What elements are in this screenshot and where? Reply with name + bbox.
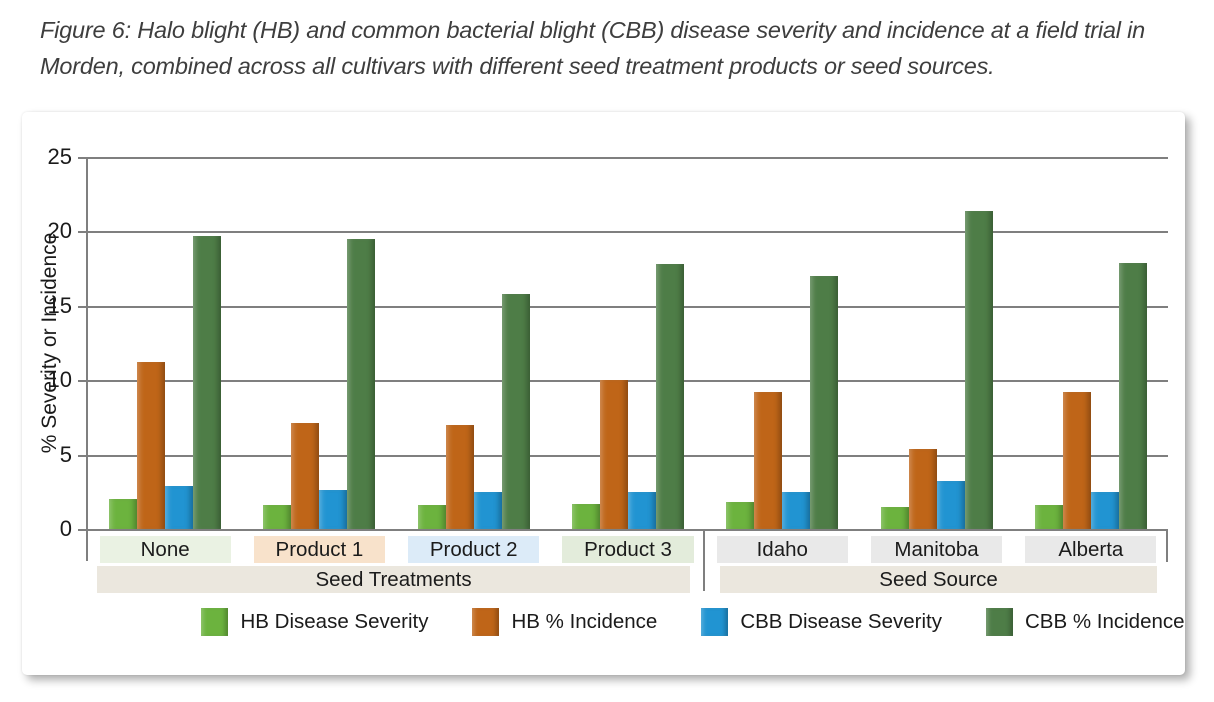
bar-cbb-disease-severity — [936, 481, 965, 529]
bar-cbb-incidence — [347, 238, 376, 529]
category-cell: Product 1 — [242, 536, 396, 563]
bar-cbb-disease-severity — [782, 491, 811, 529]
bar-group-alberta — [1014, 157, 1168, 529]
gridline-15 — [88, 305, 1168, 308]
bar-hb-disease-severity — [109, 499, 138, 529]
bar-hb-disease-severity — [880, 506, 909, 529]
bar-group-product-3 — [551, 157, 705, 529]
bar-group-none — [88, 157, 242, 529]
y-axis-line — [86, 157, 88, 561]
y-tick-label: 20 — [47, 218, 72, 244]
section-band-seed-source: Seed Source — [720, 566, 1157, 593]
x-axis-endcap — [1166, 529, 1168, 562]
bar-cbb-incidence — [1118, 262, 1147, 529]
bar-cbb-disease-severity — [319, 490, 348, 529]
bar-hb-disease-severity — [417, 505, 446, 529]
bar-cbb-incidence — [964, 210, 993, 529]
section-divider — [703, 529, 705, 591]
category-row: None Product 1 Product 2 Product 3 Idaho Mani… — [88, 536, 1168, 563]
legend-swatch-cbb-disease-severity — [701, 608, 729, 636]
category-cell: Product 2 — [397, 536, 551, 563]
bar-group-manitoba — [859, 157, 1013, 529]
bar-cbb-disease-severity — [473, 491, 502, 529]
y-tick-mark — [78, 454, 88, 457]
bar-hb-incidence — [1062, 392, 1091, 529]
gridline-20 — [88, 231, 1168, 234]
y-tick-label: 5 — [59, 441, 72, 467]
y-tick-label: 25 — [47, 144, 72, 169]
legend-swatch-hb-incidence — [472, 608, 500, 636]
bar-hb-disease-severity — [726, 502, 755, 529]
legend-label-hb-incidence: HB % Incidence — [511, 610, 658, 633]
legend-label-cbb-disease-severity: CBB Disease Severity — [740, 610, 942, 633]
category-cell: Product 3 — [551, 536, 705, 563]
category-label-none: None — [99, 536, 231, 563]
bar-group-product-2 — [397, 157, 551, 529]
y-tick-mark — [78, 305, 88, 308]
bar-groups — [88, 157, 1168, 529]
category-label-idaho: Idaho — [716, 536, 848, 563]
y-tick-label: 10 — [47, 367, 72, 393]
bar-cbb-disease-severity — [627, 491, 656, 529]
category-cell: Alberta — [1014, 536, 1168, 563]
section-band-seed-treatments: Seed Treatments — [97, 566, 691, 593]
legend-item-cbb-disease-severity: CBB Disease Severity — [701, 608, 942, 636]
legend-item-hb-disease-severity: HB Disease Severity — [201, 608, 428, 636]
category-label-alberta: Alberta — [1025, 536, 1157, 563]
y-axis-title: % Severity or Incidence — [38, 232, 61, 454]
bar-hb-disease-severity — [263, 505, 292, 529]
gridline-0 — [88, 529, 1168, 531]
legend-label-cbb-incidence: CBB % Incidence — [1025, 610, 1185, 633]
gridline-10 — [88, 380, 1168, 383]
legend-item-hb-incidence: HB % Incidence — [472, 608, 657, 636]
legend-swatch-hb-disease-severity — [201, 608, 229, 636]
bar-hb-incidence — [137, 362, 166, 529]
y-tick-mark — [78, 231, 88, 234]
figure-caption: Figure 6: Halo blight (HB) and common ba… — [40, 17, 1146, 80]
category-cell: None — [88, 536, 242, 563]
legend-label-hb-disease-severity: HB Disease Severity — [240, 610, 429, 633]
gridline-25 — [88, 157, 1168, 159]
gridline-5 — [88, 454, 1168, 457]
bar-hb-incidence — [599, 380, 628, 529]
bar-cbb-disease-severity — [1090, 491, 1119, 529]
category-cell: Manitoba — [859, 536, 1013, 563]
y-tick-mark — [78, 380, 88, 383]
category-label-product-2: Product 2 — [408, 536, 540, 563]
bar-cbb-incidence — [501, 293, 530, 529]
category-cell: Idaho — [705, 536, 859, 563]
bar-hb-disease-severity — [1034, 505, 1063, 529]
chart-panel: % Severity or Incidence 0 5 10 15 20 25 None Pr… — [22, 112, 1185, 675]
category-label-product-3: Product 3 — [562, 536, 694, 563]
chart-legend: HB Disease Severity HB % Incidence CBB Dis… — [88, 608, 1185, 636]
bar-cbb-incidence — [810, 276, 839, 529]
y-tick-label: 15 — [47, 292, 72, 318]
bar-cbb-incidence — [193, 235, 222, 529]
y-tick-mark — [78, 529, 88, 531]
bar-group-idaho — [705, 157, 859, 529]
legend-swatch-cbb-incidence — [986, 608, 1013, 636]
bar-cbb-disease-severity — [165, 485, 194, 529]
bar-cbb-incidence — [655, 264, 684, 529]
bar-hb-incidence — [754, 392, 783, 529]
category-label-manitoba: Manitoba — [870, 536, 1003, 563]
y-tick-label: 0 — [59, 516, 72, 541]
legend-item-cbb-incidence: CBB % Incidence — [986, 608, 1185, 636]
y-tick-mark — [78, 157, 88, 159]
bar-hb-incidence — [291, 423, 320, 529]
bar-hb-disease-severity — [571, 503, 600, 529]
bar-hb-incidence — [445, 424, 474, 529]
plot-area: 0 5 10 15 20 25 None Product 1 Product 2 Product … — [48, 144, 1168, 593]
bar-group-product-1 — [242, 157, 396, 529]
bar-hb-incidence — [908, 448, 937, 529]
category-label-product-1: Product 1 — [253, 536, 385, 563]
